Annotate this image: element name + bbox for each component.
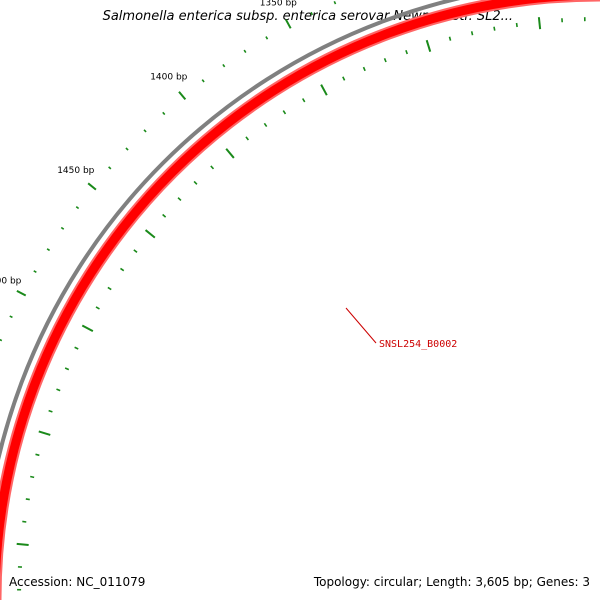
minor-tick-inner bbox=[282, 110, 287, 115]
minor-tick-inner bbox=[22, 520, 27, 523]
minor-tick-outer bbox=[125, 147, 129, 151]
minor-tick-inner bbox=[245, 136, 250, 141]
major-tick-inner bbox=[425, 39, 432, 52]
minor-tick-inner bbox=[383, 57, 387, 63]
minor-tick-outer bbox=[75, 206, 80, 210]
major-tick-outer bbox=[285, 19, 292, 29]
minor-tick-outer bbox=[9, 315, 13, 319]
minor-tick-outer bbox=[243, 49, 247, 54]
tick-label: 1450 bp bbox=[57, 166, 94, 176]
minor-tick-inner bbox=[193, 180, 198, 185]
minor-tick-inner bbox=[515, 22, 518, 28]
minor-tick-inner bbox=[448, 36, 452, 41]
minor-tick-outer bbox=[310, 11, 314, 16]
minor-tick-inner bbox=[493, 26, 496, 31]
minor-tick-inner bbox=[25, 498, 30, 501]
minor-tick-inner bbox=[177, 197, 182, 202]
major-tick-inner bbox=[144, 229, 156, 239]
minor-tick-outer bbox=[162, 111, 166, 116]
minor-tick-inner bbox=[301, 98, 306, 103]
minor-tick-inner bbox=[210, 165, 215, 170]
minor-tick-inner bbox=[263, 122, 268, 128]
minor-tick-inner bbox=[64, 367, 70, 371]
minor-tick-inner bbox=[362, 66, 366, 72]
minor-tick-outer bbox=[60, 226, 65, 230]
accession-text: Accession: NC_011079 bbox=[9, 575, 146, 589]
minor-tick-inner bbox=[56, 388, 61, 392]
major-tick-outer bbox=[178, 91, 187, 101]
minor-tick-outer bbox=[143, 129, 147, 133]
major-tick-outer bbox=[87, 182, 97, 191]
major-tick-inner bbox=[537, 17, 542, 30]
outer-tick-ring bbox=[0, 0, 337, 342]
minor-tick-inner bbox=[48, 409, 53, 413]
topology-summary: Topology: circular; Length: 3,605 bp; Ge… bbox=[313, 575, 590, 589]
minor-tick-outer bbox=[265, 36, 269, 40]
minor-tick-inner bbox=[162, 213, 167, 218]
major-tick-outer bbox=[16, 289, 27, 297]
tick-label: 1400 bp bbox=[150, 72, 187, 82]
tick-label: 1500 bp bbox=[0, 276, 22, 286]
minor-tick-outer bbox=[0, 338, 3, 342]
minor-tick-inner bbox=[30, 475, 35, 479]
minor-tick-inner bbox=[107, 286, 112, 291]
minor-tick-outer bbox=[333, 0, 337, 5]
minor-tick-inner bbox=[95, 306, 100, 310]
minor-tick-outer bbox=[33, 270, 37, 273]
minor-tick-outer bbox=[222, 63, 226, 68]
gene-label-leader bbox=[345, 307, 377, 344]
major-tick-inner bbox=[16, 542, 29, 546]
minor-tick-outer bbox=[108, 166, 112, 170]
minor-tick-inner bbox=[342, 76, 346, 81]
minor-tick-inner bbox=[35, 453, 40, 457]
major-tick-inner bbox=[38, 430, 51, 436]
minor-tick-outer bbox=[201, 79, 205, 83]
minor-tick-inner bbox=[470, 31, 474, 36]
inner-tick-ring bbox=[16, 17, 586, 591]
tick-label: 1350 bp bbox=[260, 0, 297, 9]
minor-tick-inner bbox=[74, 346, 79, 350]
minor-tick-inner bbox=[133, 249, 138, 253]
minor-tick-outer bbox=[46, 248, 51, 252]
minor-tick-inner bbox=[120, 267, 125, 272]
major-tick-inner bbox=[225, 148, 235, 159]
gene-label[interactable]: SNSL254_B0002 bbox=[379, 339, 457, 350]
minor-tick-inner bbox=[405, 49, 408, 55]
major-tick-inner bbox=[81, 324, 94, 333]
major-tick-inner bbox=[320, 84, 328, 96]
